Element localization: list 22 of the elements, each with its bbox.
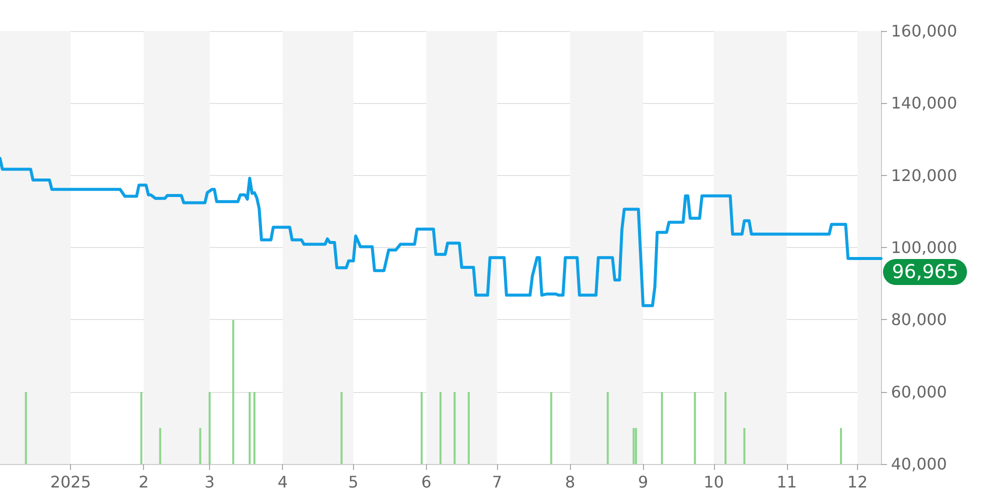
y-tick-label: 140,000: [891, 94, 958, 113]
pill-label: 96,965: [883, 258, 968, 284]
x-tick-label: 2025: [50, 472, 92, 492]
y-tick-label: 120,000: [891, 166, 958, 185]
x-tick-label: 5: [348, 472, 358, 492]
y-tick-label: 80,000: [891, 310, 947, 330]
annotation: 96,965: [892, 260, 958, 282]
x-tick-label: 9: [638, 472, 648, 492]
y-tick-label: 100,000: [891, 238, 958, 257]
x-tick-label: 2: [138, 472, 149, 492]
y-tick-label: 40,000: [891, 454, 947, 474]
y-tick-label: 60,000: [891, 382, 947, 402]
y-tick-label: 160,000: [891, 22, 958, 40]
x-tick-label: 10: [704, 472, 724, 492]
x-tick-label: 6: [421, 472, 432, 492]
x-tick-label: 8: [564, 472, 576, 492]
x-tick-label: 4: [278, 472, 288, 492]
x-tick-label: 11: [776, 472, 797, 492]
line-series: [0, 156, 882, 308]
x-tick-label: 12: [847, 472, 868, 492]
x-tick-label: 7: [492, 472, 502, 492]
x-tick-label: 3: [204, 472, 215, 492]
